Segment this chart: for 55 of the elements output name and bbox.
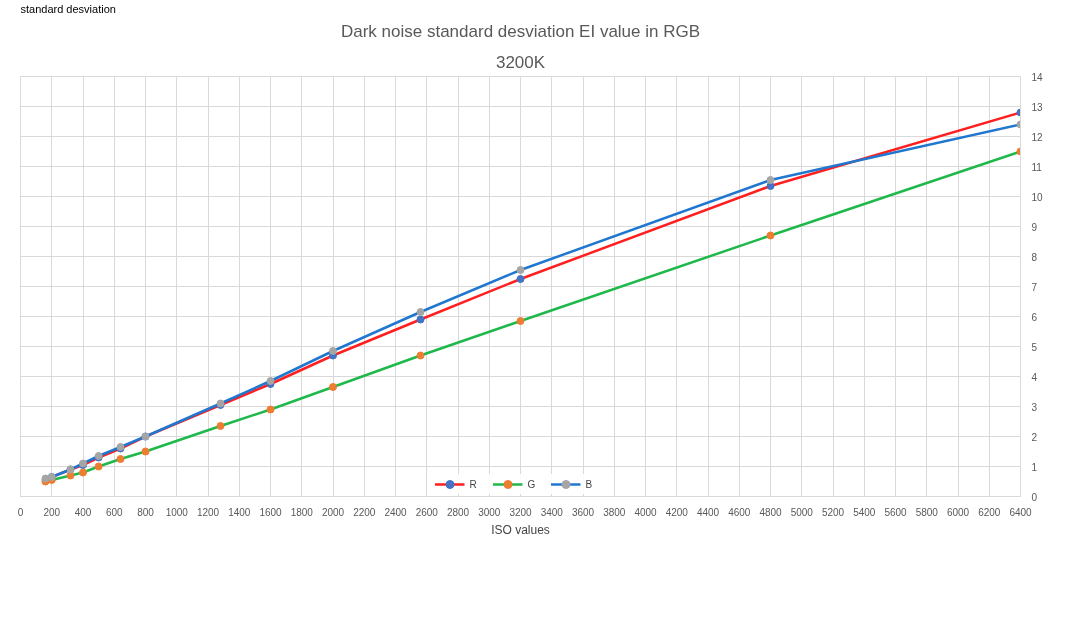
x-tick-label: 200 [43,506,61,518]
x-tick-label: 4400 [696,506,720,518]
x-tick-label: 4000 [634,506,658,518]
x-tick-label: 1200 [196,506,220,518]
x-tick-label: 2600 [415,506,439,518]
x-tick-label: 5000 [790,506,814,518]
y-tick-label: 5 [1031,341,1038,353]
x-tick-label: 6400 [1009,506,1033,518]
x-axis-title: ISO values [491,522,550,537]
chart-title: Dark noise standard desviation EI value in RGB [340,21,701,41]
x-tick-label: 3400 [540,506,564,518]
y-tick-label: 4 [1031,371,1038,383]
x-tick-label: 400 [74,506,92,518]
x-tick-label: 3800 [603,506,626,518]
y-tick-label: 6 [1031,311,1038,323]
y-tick-label: 14 [1031,71,1044,83]
x-tick-label: 5200 [821,506,845,518]
x-tick-label: 4600 [728,506,751,518]
x-tick-label: 4200 [665,506,689,518]
y-tick-label: 8 [1031,251,1038,263]
legend-label: B [585,478,594,490]
x-tick-label: 5800 [915,506,939,518]
x-tick-label: 2800 [446,506,470,518]
x-tick-label: 1800 [290,506,314,518]
x-tick-label: 800 [137,506,155,518]
x-tick-label: 2400 [384,506,408,518]
y-tick-label: 0 [1031,491,1038,503]
text: standard desviation [20,2,116,15]
y-tick-label: 12 [1031,131,1044,143]
x-tick-label: 4800 [759,506,783,518]
y-tick-label: 10 [1031,191,1044,203]
legend-label: R [469,478,478,490]
y-tick-label: 9 [1031,221,1038,233]
x-tick-label: 2000 [321,506,345,518]
x-tick-label: 600 [105,506,124,518]
x-tick-label: 1400 [228,506,251,518]
x-tick-label: 6200 [978,506,1001,518]
y-tick-label: 7 [1031,281,1038,293]
y-tick-label: 13 [1031,101,1044,113]
x-tick-label: 0 [17,506,24,518]
legend-label: G [527,478,537,490]
y-tick-label: 11 [1031,161,1043,173]
x-tick-label: 2200 [353,506,376,518]
x-tick-label: 1000 [165,506,189,518]
x-tick-label: 3000 [478,506,501,518]
chart-subtitle: 3200K [495,52,546,72]
y-tick-label: 3 [1031,401,1038,413]
x-tick-label: 5400 [853,506,876,518]
x-tick-label: 1600 [259,506,283,518]
x-tick-label: 3200 [509,506,533,518]
y-tick-label: 2 [1031,431,1038,443]
x-tick-label: 5600 [884,506,908,518]
y-tick-label: 1 [1031,461,1038,473]
x-tick-label: 6000 [946,506,970,518]
x-tick-label: 3600 [571,506,595,518]
